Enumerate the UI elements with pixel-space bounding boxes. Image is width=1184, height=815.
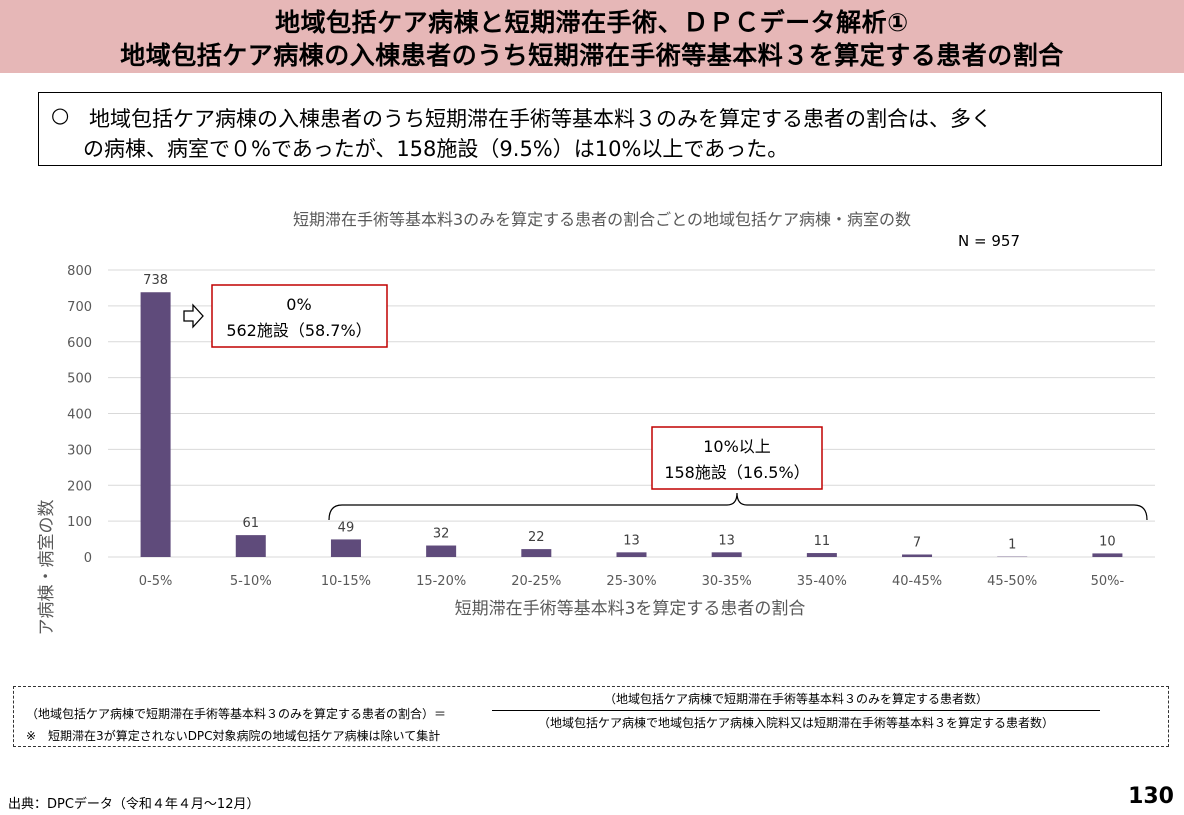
bar — [902, 554, 933, 557]
y-tick-label: 0 — [84, 551, 92, 566]
bullet-mark: ○ — [51, 103, 70, 127]
x-tick-label: 10-15% — [321, 574, 371, 589]
formula-note: ※ 短期滞在3が算定されないDPC対象病院の地域包括ケア病棟は除いて集計 — [26, 729, 441, 743]
bar — [1092, 553, 1123, 557]
annotation-box-over-10 — [651, 426, 823, 490]
bar-value-label: 7 — [913, 535, 921, 550]
slide-title-line-1: 地域包括ケア病棟と短期滞在手術、ＤＰＣデータ解析① — [275, 8, 909, 37]
formula-box: （地域包括ケア病棟で短期滞在手術等基本料３のみを算定する患者の割合）＝ （地域包… — [13, 686, 1169, 747]
bar-value-label: 32 — [433, 527, 450, 542]
y-tick-label: 100 — [67, 515, 92, 530]
bar — [806, 553, 837, 557]
summary-line-1: 地域包括ケア病棟の入棟患者のうち短期滞在手術等基本料３のみを算定する患者の割合は… — [89, 107, 992, 131]
page-number: 130 — [1128, 784, 1174, 809]
x-tick-label: 15-20% — [416, 574, 466, 589]
x-tick-label: 0-5% — [139, 574, 173, 589]
formula-lhs: （地域包括ケア病棟で短期滞在手術等基本料３のみを算定する患者の割合）＝ — [26, 707, 447, 721]
x-axis-title: 短期滞在手術等基本料3を算定する患者の割合 — [455, 599, 806, 619]
y-tick-label: 600 — [67, 336, 92, 351]
chart-data-labels: 738 61 49 32 22 13 13 11 7 1 10 — [143, 273, 1116, 552]
bar — [235, 535, 266, 557]
bar-value-label: 49 — [338, 520, 355, 535]
bar-value-label: 61 — [242, 516, 259, 531]
bar-value-label: 22 — [528, 530, 545, 545]
x-tick-label: 5-10% — [230, 574, 272, 589]
x-tick-label: 50%- — [1091, 574, 1125, 589]
x-axis-ticks: 0-5% 5-10% 10-15% 15-20% 20-25% 25-30% 30-35% 3… — [139, 574, 1125, 589]
formula-denominator: （地域包括ケア病棟で地域包括ケア病棟入院料又は短期滞在手術等基本料３を算定する患… — [537, 716, 1054, 730]
bar — [330, 539, 361, 557]
y-tick-label: 800 — [67, 264, 92, 279]
bar-value-label: 13 — [718, 533, 735, 548]
chart-n-label: N = 957 — [958, 232, 1020, 250]
chart-bars — [140, 292, 1123, 557]
bar-value-label: 738 — [143, 273, 168, 288]
bar-value-label: 1 — [1008, 538, 1016, 553]
annotation-zero-line-2: 562施設（58.7%） — [226, 321, 371, 340]
y-tick-label: 200 — [67, 479, 92, 494]
y-tick-label: 500 — [67, 372, 92, 387]
summary-box: ○ 地域包括ケア病棟の入棟患者のうち短期滞在手術等基本料３のみを算定する患者の割… — [38, 92, 1162, 166]
slide-title-line-2: 地域包括ケア病棟の入棟患者のうち短期滞在手術等基本料３を算定する患者の割合 — [120, 41, 1064, 70]
bar — [521, 549, 552, 557]
x-tick-label: 20-25% — [511, 574, 561, 589]
y-tick-label: 700 — [67, 300, 92, 315]
formula-fraction: （地域包括ケア病棟で短期滞在手術等基本料３のみを算定する患者数） （地域包括ケア… — [492, 690, 1100, 731]
y-tick-label: 400 — [67, 408, 92, 423]
range-brace — [328, 492, 1148, 521]
x-tick-label: 45-50% — [987, 574, 1037, 589]
bar — [616, 552, 647, 557]
arrow-right-icon — [183, 303, 204, 329]
bar-value-label: 10 — [1099, 534, 1116, 549]
bar — [711, 552, 742, 557]
formula-numerator: （地域包括ケア病棟で短期滞在手術等基本料３のみを算定する患者数） — [492, 690, 1100, 711]
bar — [426, 545, 457, 557]
x-tick-label: 25-30% — [606, 574, 656, 589]
bar-value-label: 13 — [623, 533, 640, 548]
source-note: 出典：DPCデータ（令和４年４月～12月） — [8, 797, 260, 812]
y-tick-label: 300 — [67, 443, 92, 458]
bar-value-label: 11 — [814, 534, 831, 549]
annotation-over-10-line-1: 10%以上 — [703, 437, 771, 456]
summary-line-2: の病棟、病室で０%であったが、158施設（9.5%）は10%以上であった。 — [83, 137, 789, 161]
y-axis-title: 地域包括ケア病棟・病室の数 — [37, 500, 57, 636]
bar — [140, 292, 171, 557]
bar-chart: 短期滞在手術等基本料3のみを算定する患者の割合ごとの地域包括ケア病棟・病室の数 … — [37, 210, 1155, 636]
annotation-box-zero — [211, 284, 388, 348]
x-tick-label: 35-40% — [797, 574, 847, 589]
annotation-zero-line-1: 0% — [286, 295, 311, 314]
y-axis-ticks: 0 100 200 300 400 500 600 700 800 — [67, 264, 92, 566]
annotation-over-10-line-2: 158施設（16.5%） — [664, 463, 809, 482]
chart-title: 短期滞在手術等基本料3のみを算定する患者の割合ごとの地域包括ケア病棟・病室の数 — [293, 210, 911, 229]
x-tick-label: 40-45% — [892, 574, 942, 589]
x-tick-label: 30-35% — [702, 574, 752, 589]
slide-header: 地域包括ケア病棟と短期滞在手術、ＤＰＣデータ解析① 地域包括ケア病棟の入棟患者の… — [0, 0, 1184, 73]
